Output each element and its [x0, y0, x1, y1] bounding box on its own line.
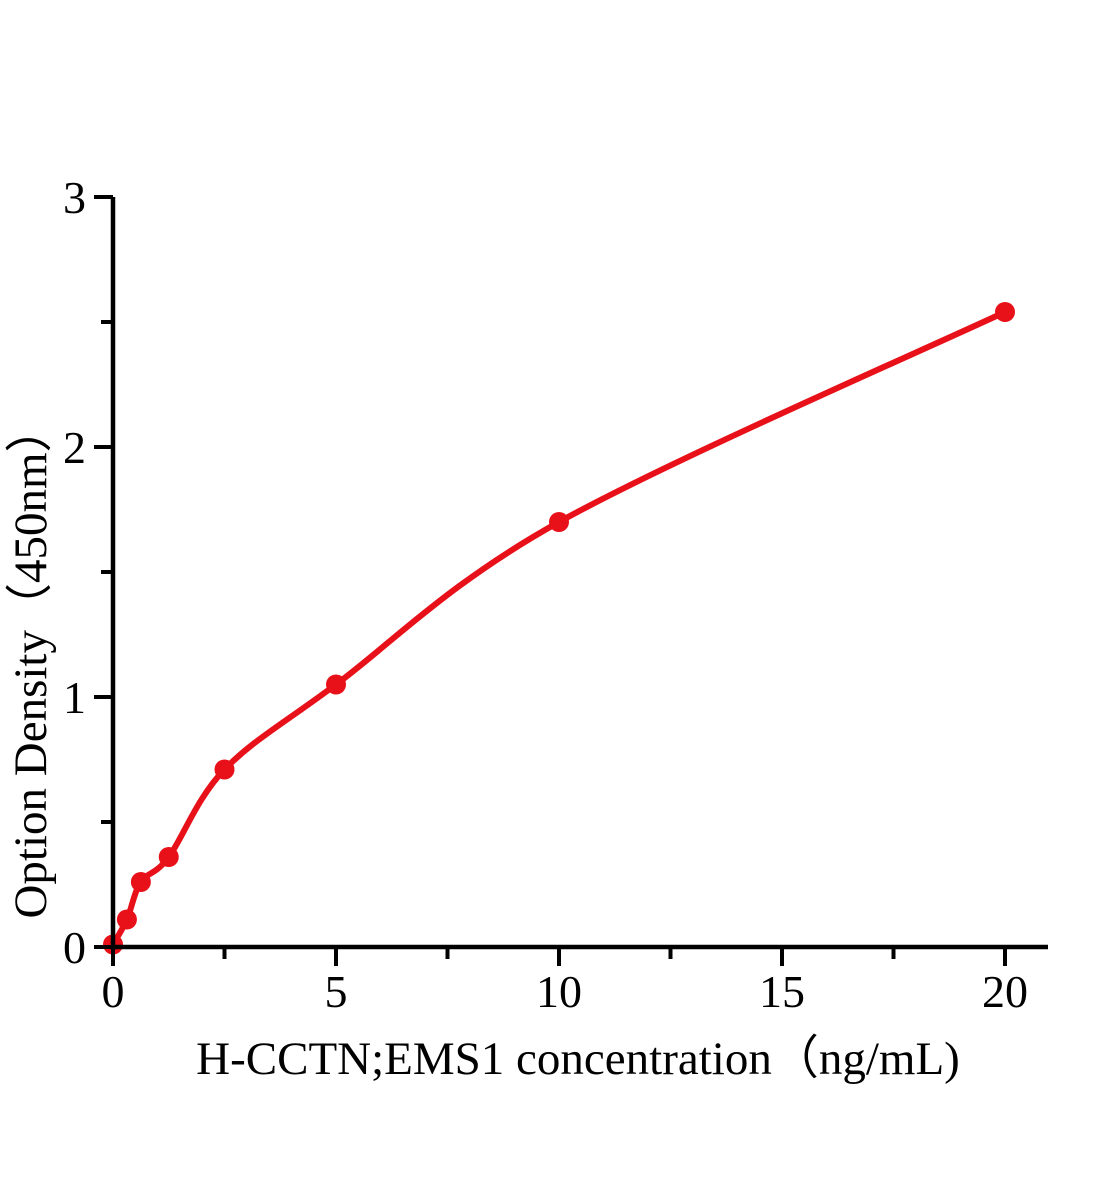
y-axis-title: Option Density（450nm）	[5, 405, 57, 918]
data-point	[158, 847, 179, 867]
data-point	[214, 759, 235, 780]
data-point	[130, 872, 151, 892]
x-tick-label: 15	[759, 966, 805, 1017]
x-tick-label: 0	[102, 966, 125, 1017]
data-point	[326, 674, 346, 695]
y-tick-label: 3	[63, 172, 86, 223]
data-point	[116, 909, 137, 930]
x-tick-label: 10	[536, 966, 582, 1017]
data-point	[995, 302, 1015, 322]
y-tick-label: 1	[63, 672, 86, 723]
plot-area: 0 5 10 15 20 0 1 2 3	[63, 172, 1048, 1017]
fit-curve	[110, 309, 1008, 948]
y-tick-label: 0	[63, 922, 86, 973]
y-tick-label: 2	[63, 422, 86, 473]
data-point	[549, 512, 569, 532]
x-tick-label: 20	[982, 966, 1028, 1017]
x-tick-label: 5	[325, 966, 348, 1017]
x-axis-title: H-CCTN;EMS1 concentration（ng/mL)	[196, 1033, 960, 1085]
